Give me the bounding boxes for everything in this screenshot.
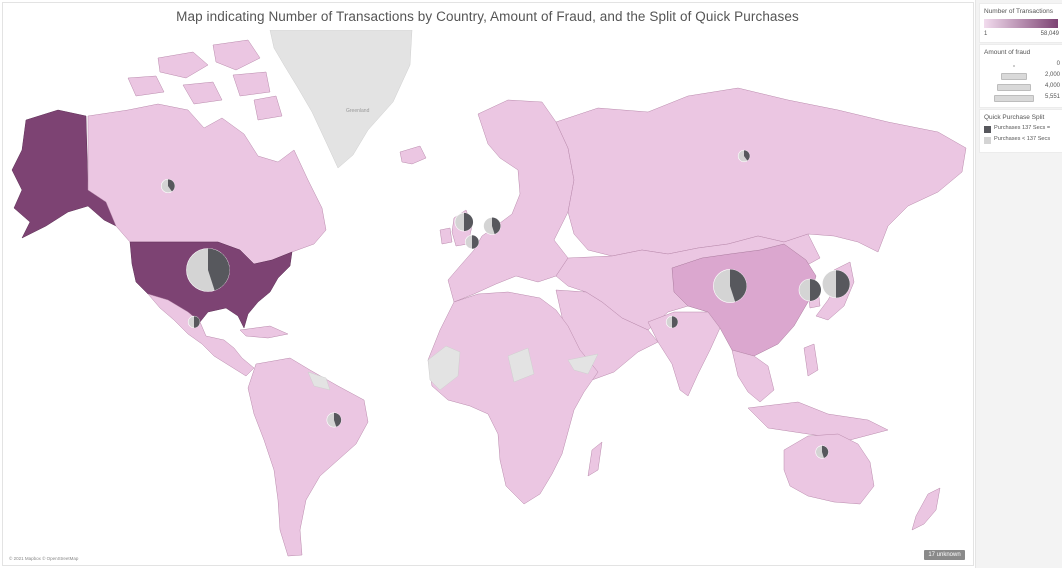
transactions-min: 1 [984,31,988,37]
quick-purchase-label: Purchases < 137 Secs [994,136,1051,142]
world-map[interactable]: .low{fill:#ebc6e2;stroke:#b98aac;stroke-… [8,30,970,562]
continent-europe[interactable] [447,99,575,303]
fraud-legend-item: 4,000 [984,83,1060,92]
quick-purchase-legend-title: Quick Purchase Split [984,114,1045,121]
fraud-pie-marker[interactable] [326,412,342,428]
quick-purchase-swatch [984,126,991,133]
pie-quick-slice [334,412,342,427]
fraud-legend-item: 5,551 [984,94,1060,103]
fraud-legend-label: 5,551 [1044,94,1060,100]
fraud-pie-marker[interactable] [713,269,747,303]
country-greenland[interactable] [269,30,413,169]
country-russia[interactable] [555,87,967,257]
country-new-zealand[interactable] [911,487,941,531]
pie-quick-slice [194,316,200,328]
caribbean [239,325,289,339]
pie-quick-slice [464,212,474,232]
transactions-max: 58,049 [1040,31,1059,37]
fraud-pie-marker[interactable] [798,278,822,302]
fraud-size-swatch [1001,73,1027,80]
fraud-pie-marker[interactable] [665,315,679,329]
fraud-size-swatch [997,84,1031,91]
map-title: Map indicating Number of Transactions by… [176,9,799,24]
continent-south-america[interactable] [247,357,369,557]
africa-nodata-horn [567,353,599,375]
unknown-count-badge[interactable]: 17 unknown [924,550,965,560]
fraud-legend-title: Amount of fraud [984,49,1031,56]
fraud-pie-marker[interactable] [160,178,176,194]
pie-quick-slice [208,248,230,291]
pie-quick-slice [822,445,829,458]
country-alaska[interactable] [11,109,117,239]
fraud-pie-marker[interactable] [737,149,751,163]
fraud-pie-marker[interactable] [821,269,851,299]
country-ireland[interactable] [439,227,453,245]
transactions-legend-title: Number of Transactions [984,8,1054,15]
south-america-nodata [307,371,331,391]
fraud-pie-marker[interactable] [187,315,201,329]
country-madagascar[interactable] [587,441,603,477]
fraud-legend-label: 0 [1056,61,1060,67]
country-india[interactable] [647,311,721,397]
fraud-size-swatch [994,95,1034,102]
africa-nodata-east [507,347,535,383]
philippines [803,343,819,377]
quick-purchase-legend-item: Purchases 137 Secs = [984,125,1062,134]
fraud-legend-item: 0 [984,61,1060,70]
fraud-pie-marker[interactable] [186,248,230,292]
continent-africa[interactable] [427,291,599,505]
country-canada[interactable] [87,103,327,265]
pie-quick-slice [810,279,821,301]
southeast-asia[interactable] [731,349,775,403]
fraud-size-swatch [1013,65,1015,67]
arctic-islands [127,39,283,121]
pie-quick-slice [744,150,750,161]
pie-quick-slice [836,270,850,298]
fraud-legend: Amount of fraud 0 2,000 4,000 5,551 [979,44,1062,108]
pie-quick-slice [168,179,175,192]
country-iceland[interactable] [399,145,427,165]
pie-quick-slice [672,316,678,328]
transactions-gradient [984,19,1058,28]
country-australia[interactable] [783,433,875,505]
fraud-legend-label: 2,000 [1044,72,1060,78]
quick-purchase-legend-item: Purchases < 137 Secs [984,136,1062,145]
africa-nodata-west [427,345,461,391]
quick-purchase-swatch [984,137,991,144]
map-copyright: © 2021 Mapbox © OpenStreetMap [9,556,79,561]
indonesia [747,401,889,441]
fraud-pie-marker[interactable] [815,445,829,459]
pie-quick-slice [471,235,479,249]
fraud-pie-marker[interactable] [483,217,501,235]
fraud-pie-marker[interactable] [454,212,474,232]
pie-quick-slice [730,269,747,302]
fraud-pie-marker[interactable] [464,234,480,250]
country-china[interactable] [671,243,817,357]
fraud-legend-label: 4,000 [1044,83,1060,89]
transactions-legend: Number of Transactions 1 58,049 [979,3,1062,43]
greenland-label: Greenland [346,108,370,114]
pie-quick-slice [492,217,501,235]
quick-purchase-label: Purchases 137 Secs = [994,125,1051,131]
fraud-legend-item: 2,000 [984,72,1060,81]
legend-sidebar: Number of Transactions 1 58,049 Amount o… [975,0,1062,568]
quick-purchase-legend: Quick Purchase Split Purchases 137 Secs … [979,109,1062,153]
